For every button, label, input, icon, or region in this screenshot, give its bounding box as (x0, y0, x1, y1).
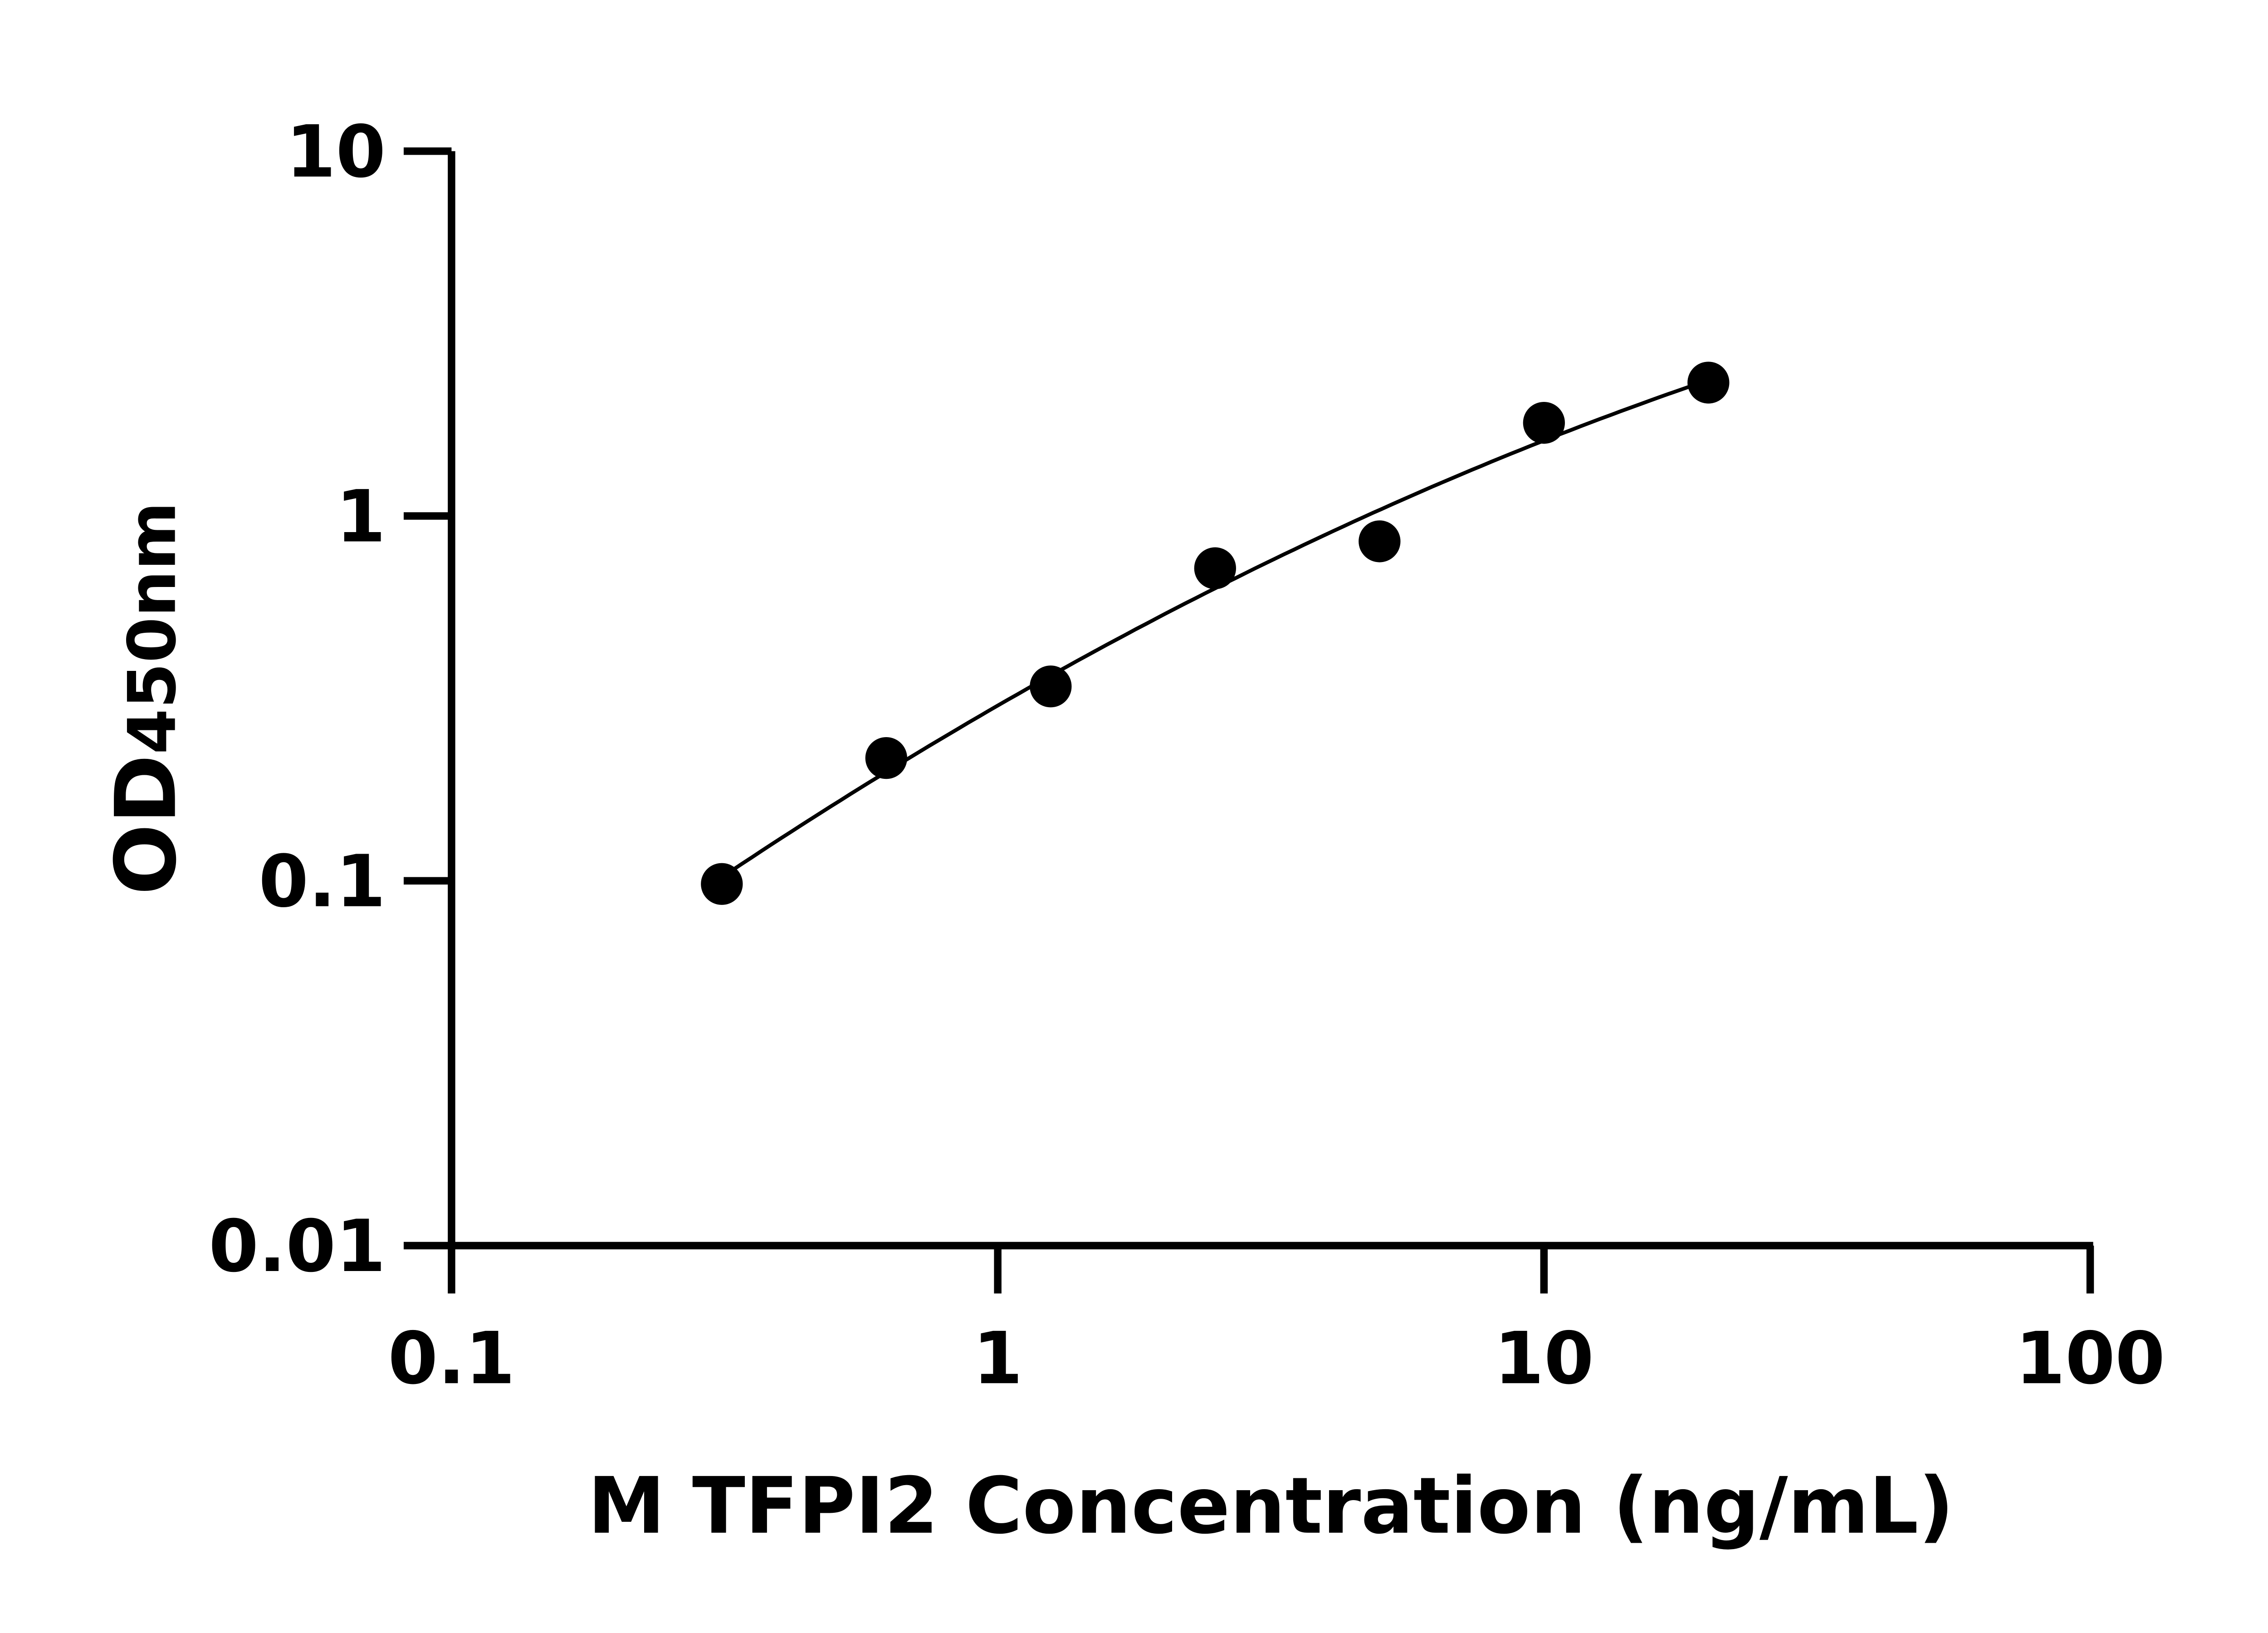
x-tick-label: 1 (973, 1317, 1023, 1400)
data-point (865, 737, 907, 779)
y-tick-label: 0.01 (209, 1205, 386, 1288)
y-axis-label-sub: 450nm (114, 502, 191, 754)
data-point (1359, 520, 1401, 562)
x-tick-label: 0.1 (388, 1317, 515, 1400)
x-tick-label: 100 (2015, 1317, 2165, 1400)
data-points (701, 362, 1730, 905)
data-point (1030, 665, 1072, 708)
x-axis-label: M TFPI2 Concentration (ng/mL) (588, 1461, 1954, 1551)
data-point (1194, 547, 1236, 589)
y-tick-label: 1 (336, 475, 386, 559)
x-tick-label: 10 (1494, 1317, 1594, 1400)
y-axis-label-main: OD (98, 754, 195, 895)
fit-curve (721, 378, 1709, 879)
y-axis-label: OD450nm (98, 502, 195, 895)
data-point (1687, 362, 1730, 404)
data-point (1523, 402, 1565, 444)
y-tick-label: 0.1 (259, 840, 386, 924)
y-tick-label: 10 (286, 110, 386, 194)
data-point (701, 863, 743, 905)
